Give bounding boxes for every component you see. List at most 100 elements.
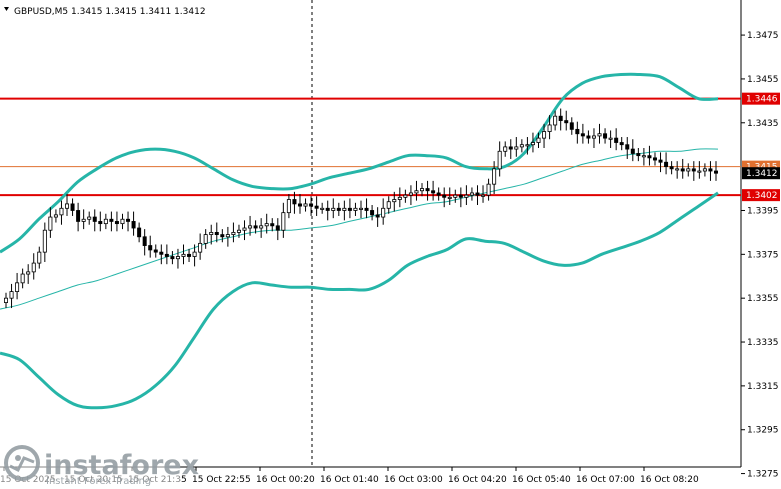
candle <box>508 139 513 159</box>
candle <box>203 229 208 249</box>
candle-body-up <box>198 242 203 253</box>
candle-body-up <box>403 194 408 198</box>
candle-body-up <box>236 229 241 233</box>
candle-body-up <box>453 194 458 198</box>
candle-body-up <box>397 196 402 200</box>
candle-body-up <box>358 207 363 210</box>
candle-body-up <box>497 150 502 170</box>
candle <box>370 204 375 221</box>
candle <box>469 187 474 201</box>
candle-body-up <box>392 199 397 203</box>
candle-body-up <box>203 234 208 244</box>
candle-body-up <box>231 232 236 235</box>
candle <box>669 161 674 175</box>
candle-body-down <box>680 168 685 172</box>
candle-body-up <box>342 207 347 211</box>
candle-body-up <box>248 225 253 229</box>
candle-body-up <box>697 170 702 173</box>
candle <box>514 137 519 157</box>
level-price-label: 1.3402 <box>746 191 778 201</box>
candle-body-down <box>569 122 574 130</box>
candle <box>697 161 702 179</box>
candle <box>231 222 236 243</box>
candle <box>497 141 502 177</box>
candle <box>436 187 441 201</box>
price-tick-label: 1.3395 <box>747 206 779 216</box>
candle <box>81 209 86 230</box>
candle <box>187 248 192 263</box>
candle <box>658 152 663 173</box>
candle <box>309 196 314 216</box>
candle-body-up <box>4 297 9 303</box>
candle-body-up <box>686 168 691 172</box>
candle <box>92 209 97 232</box>
candle <box>425 180 430 201</box>
candle <box>558 108 563 131</box>
candle-body-up <box>464 194 469 198</box>
time-tick-label: 16 Oct 03:00 <box>384 475 443 485</box>
candle <box>386 196 391 214</box>
candle <box>4 292 9 309</box>
candle <box>492 161 497 195</box>
candle-body-up <box>53 214 58 218</box>
candle <box>20 268 25 289</box>
price-tick-label: 1.3295 <box>747 426 779 436</box>
candle-body-down <box>142 236 147 246</box>
candle-body-up <box>264 223 269 227</box>
candle-body-up <box>469 192 474 196</box>
candle-body-down <box>442 194 447 198</box>
watermark-brand: instaforex <box>44 450 199 481</box>
candle-body-up <box>259 225 264 229</box>
candle <box>70 198 75 216</box>
price-tick-label: 1.3455 <box>747 75 779 85</box>
candle-body-down <box>70 203 75 211</box>
candle <box>714 161 719 181</box>
candle-body-up <box>65 203 70 209</box>
level-price-label: 1.3446 <box>746 95 778 105</box>
candle-body-up <box>353 207 358 211</box>
candle-body-down <box>214 232 219 235</box>
candle-body-down <box>314 205 319 209</box>
candle <box>702 163 707 177</box>
candle <box>641 147 646 166</box>
candle <box>159 244 164 265</box>
candle-body-down <box>164 253 169 257</box>
candle <box>525 137 530 155</box>
candle <box>286 194 291 219</box>
candle <box>153 244 158 258</box>
bollinger-bands <box>0 72 719 410</box>
candle-body-up <box>103 218 108 225</box>
current-price-label: 1.3412 <box>746 169 778 179</box>
candle <box>420 183 425 197</box>
candle-body-down <box>669 166 674 170</box>
candle <box>675 161 680 179</box>
candle-body-down <box>664 161 669 168</box>
candle <box>686 163 691 177</box>
candle-body-down <box>109 218 114 222</box>
candle <box>303 198 308 212</box>
candle <box>364 198 369 219</box>
candle-body-down <box>98 221 103 225</box>
candle <box>142 229 147 256</box>
level-price-tag <box>742 92 780 105</box>
candle-body-down <box>270 223 275 227</box>
candle-body-up <box>386 201 391 209</box>
candle-body-up <box>42 229 47 253</box>
candle-body-down <box>297 203 302 207</box>
candle <box>31 253 36 280</box>
bollinger-middle-band <box>0 148 719 310</box>
symbol-header: GBPUSD,M5 1.3415 1.3415 1.3411 1.3412 <box>14 7 206 17</box>
candle <box>198 233 203 260</box>
candle-body-up <box>281 212 286 231</box>
candle <box>137 222 142 243</box>
candle-body-up <box>530 142 535 146</box>
candle <box>481 185 486 203</box>
candle-body-up <box>542 131 547 139</box>
candle <box>408 185 413 205</box>
candle <box>314 196 319 216</box>
candle-body-down <box>691 168 696 172</box>
candle <box>164 244 169 265</box>
candle <box>597 123 602 144</box>
candle <box>664 152 669 175</box>
